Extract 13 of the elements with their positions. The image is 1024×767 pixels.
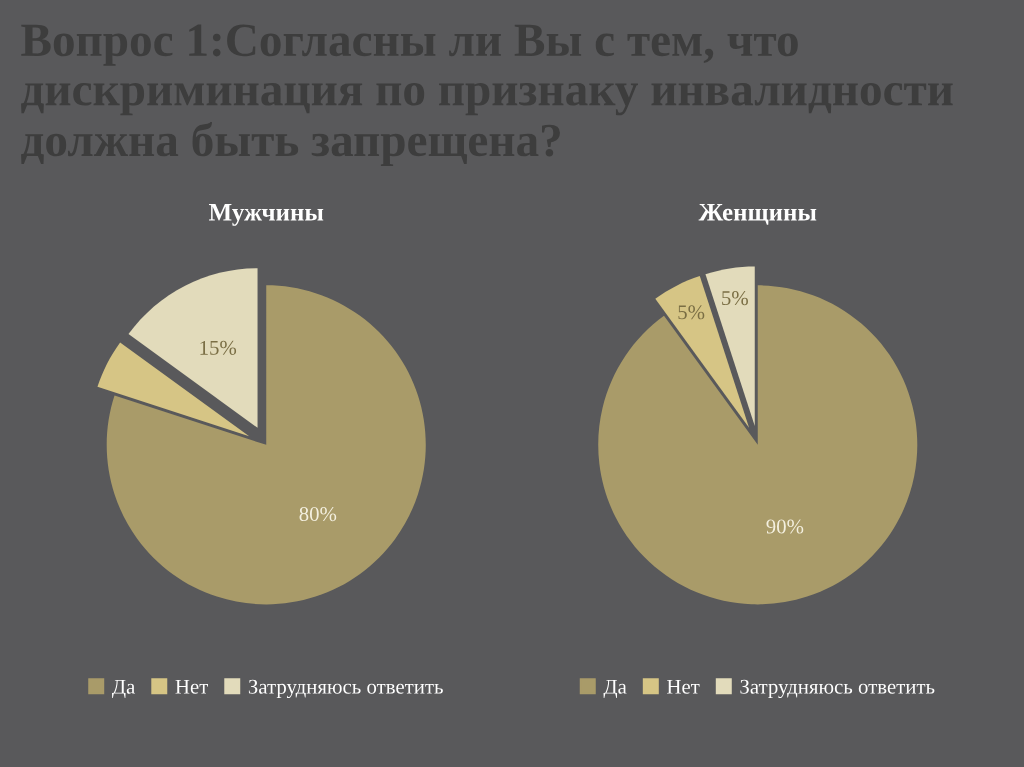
- legend-label: Да: [112, 679, 136, 698]
- legend-label: Нет: [175, 679, 208, 694]
- legend-label: Затрудняюсь ответить: [248, 679, 443, 699]
- data-label: 5%: [722, 291, 748, 306]
- legend-label: Затрудняюсь ответить: [740, 679, 935, 699]
- chart-title: Мужчины: [208, 204, 324, 226]
- legend-label: Нет: [667, 679, 700, 694]
- data-label: 5%: [678, 305, 705, 320]
- data-label: 80%: [299, 507, 337, 522]
- data-label: 15%: [200, 340, 237, 355]
- legend-label: Да: [603, 679, 627, 698]
- chart-title: Женщины: [698, 204, 817, 225]
- data-label: 90%: [766, 519, 804, 534]
